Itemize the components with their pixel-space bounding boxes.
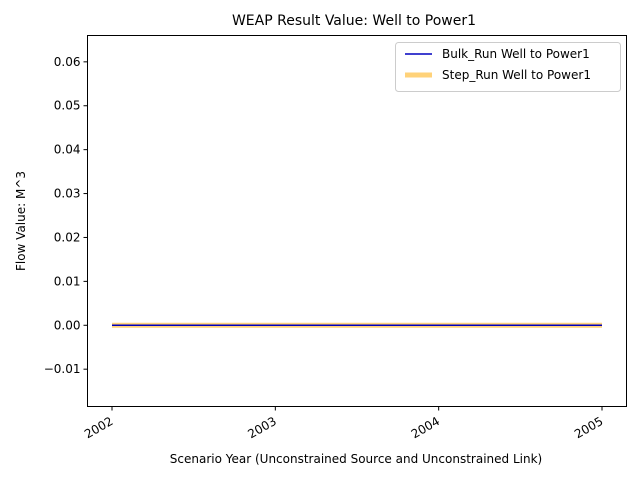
- legend-box: [395, 42, 621, 92]
- chart-title: WEAP Result Value: Well to Power1: [232, 13, 476, 29]
- y-tick-label: 0.01: [54, 274, 81, 288]
- y-tick-label: 0.06: [54, 55, 81, 69]
- y-tick-label: 0.02: [54, 230, 81, 244]
- legend-label-step-run: Step_Run Well to Power1: [442, 68, 591, 82]
- legend-label-bulk-run: Bulk_Run Well to Power1: [442, 47, 590, 61]
- legend: Bulk_Run Well to Power1 Step_Run Well to…: [395, 42, 621, 92]
- axes-frame: [87, 35, 627, 407]
- y-tick-label: 0.00: [54, 318, 81, 332]
- y-tick-label: −0.01: [44, 362, 81, 376]
- y-tick-label: 0.04: [54, 143, 81, 157]
- y-axis: −0.01 0.00 0.01 0.02 0.03 0.04 0.05 0.06: [44, 55, 88, 376]
- y-axis-title: Flow Value: M^3: [14, 171, 28, 271]
- x-axis-title: Scenario Year (Unconstrained Source and …: [170, 452, 542, 466]
- y-tick-label: 0.03: [54, 187, 81, 201]
- y-tick-label: 0.05: [54, 99, 81, 113]
